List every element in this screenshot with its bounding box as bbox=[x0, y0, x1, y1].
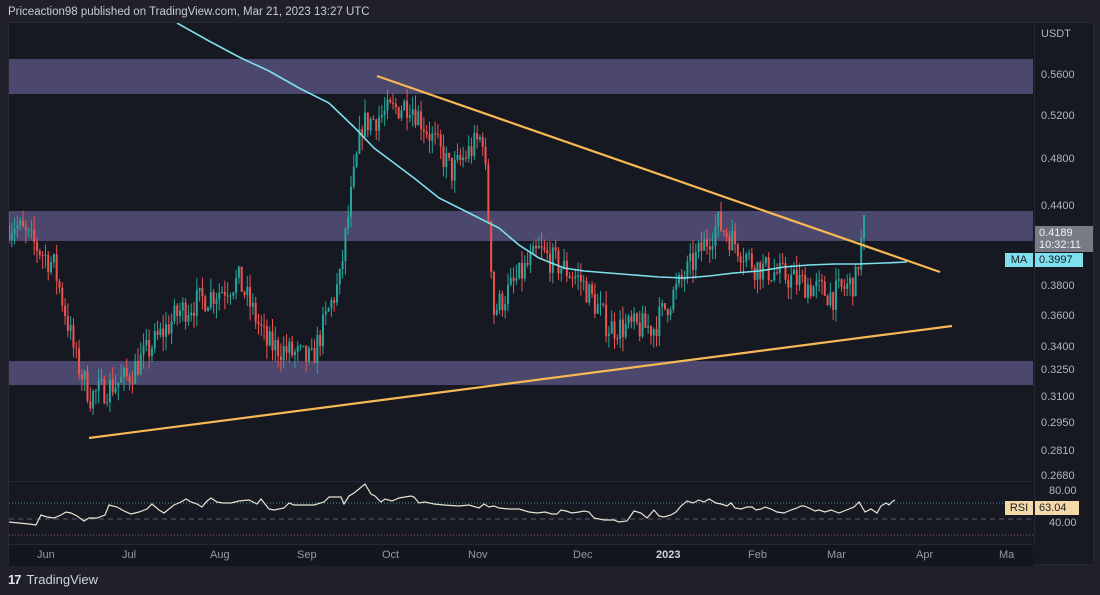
time-tick-label: Feb bbox=[748, 549, 767, 561]
rsi-line bbox=[9, 483, 896, 526]
ascending-trendline bbox=[88, 324, 953, 440]
time-tick-label: Ma bbox=[999, 549, 1015, 561]
time-tick-label: Nov bbox=[468, 549, 488, 561]
ma-value: 0.3997 bbox=[1039, 254, 1073, 266]
time-tick-label: Apr bbox=[916, 549, 934, 561]
price-tick-label: 0.3600 bbox=[1041, 310, 1075, 322]
tradingview-brand-text: TradingView bbox=[26, 572, 99, 587]
descending-trendline bbox=[376, 74, 941, 274]
rsi-chart-canvas bbox=[9, 483, 1033, 536]
time-tick-label: Sep bbox=[297, 549, 317, 561]
ma-label-tag: MA bbox=[1005, 253, 1033, 267]
currency-label: USDT bbox=[1041, 28, 1071, 40]
candlesticks bbox=[9, 89, 865, 415]
price-tick-label: 0.5600 bbox=[1041, 69, 1075, 81]
price-tick-label: 0.3100 bbox=[1041, 391, 1075, 403]
resistance-zone-high bbox=[9, 59, 1033, 94]
ma-label: MA bbox=[1010, 254, 1028, 266]
footer-branding: 17 TradingView bbox=[8, 572, 98, 587]
price-pane[interactable] bbox=[9, 23, 1033, 479]
time-axis[interactable]: Jun Jul Aug Sep Oct Nov Dec 2023 Feb Mar Apr Ma bbox=[9, 544, 1033, 566]
price-axis[interactable]: USDT 0.5600 0.5200 0.4800 0.4400 0.3800 0.360… bbox=[1034, 23, 1095, 544]
rsi-pane[interactable] bbox=[9, 481, 1033, 544]
rsi-value: 63.04 bbox=[1039, 502, 1067, 514]
price-tick-label: 0.2680 bbox=[1041, 470, 1075, 482]
last-price-tag: 0.4189 10:32:11 bbox=[1035, 226, 1093, 252]
candle-countdown: 10:32:11 bbox=[1039, 239, 1082, 251]
time-tick-label: 2023 bbox=[656, 549, 681, 561]
time-tick-label: Jul bbox=[122, 549, 137, 561]
price-tick-label: 0.2950 bbox=[1041, 417, 1075, 429]
last-price-value: 0.4189 bbox=[1039, 227, 1073, 239]
price-tick-label: 0.3800 bbox=[1041, 280, 1075, 292]
price-tick-label: 0.3250 bbox=[1041, 364, 1075, 376]
time-tick-label: Mar bbox=[827, 549, 846, 561]
price-tick-label: 0.4400 bbox=[1041, 200, 1075, 212]
moving-average-line bbox=[176, 23, 908, 279]
publication-header: Priceaction98 published on TradingView.c… bbox=[8, 6, 370, 18]
price-tick-label: 0.5200 bbox=[1041, 110, 1075, 122]
price-tick-label: 0.3400 bbox=[1041, 341, 1075, 353]
price-tick-label: 0.4800 bbox=[1041, 153, 1075, 165]
resistance-zone-mid bbox=[9, 211, 1033, 241]
chart-frame[interactable]: USDT 0.5600 0.5200 0.4800 0.4400 0.3800 0.360… bbox=[8, 22, 1095, 566]
time-tick-label: Dec bbox=[573, 549, 593, 561]
price-tick-label: 0.2810 bbox=[1041, 445, 1075, 457]
time-tick-label: Oct bbox=[382, 549, 400, 561]
rsi-tick-40: 40.00 bbox=[1049, 517, 1077, 529]
rsi-label-tag: RSI bbox=[1005, 501, 1033, 515]
ma-value-tag: 0.3997 bbox=[1035, 253, 1083, 267]
tradingview-logo-icon: 17 bbox=[8, 572, 22, 587]
rsi-value-tag: 63.04 bbox=[1035, 501, 1079, 515]
rsi-tick-80: 80.00 bbox=[1049, 485, 1077, 497]
time-tick-label: Jun bbox=[37, 549, 55, 561]
time-tick-label: Aug bbox=[210, 549, 230, 561]
price-chart-canvas bbox=[9, 23, 1033, 440]
rsi-label: RSI bbox=[1009, 502, 1029, 514]
